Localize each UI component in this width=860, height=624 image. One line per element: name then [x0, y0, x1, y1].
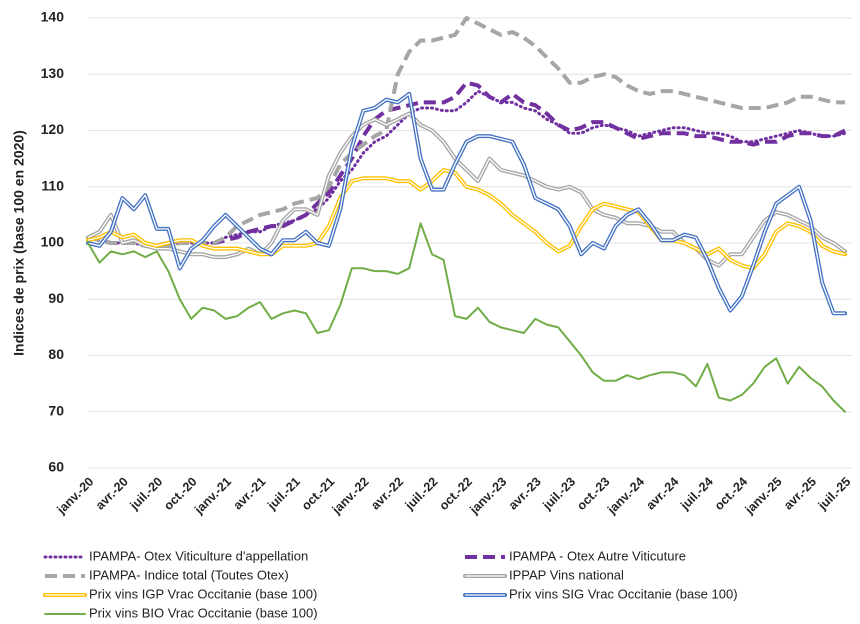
legend-label: IPPAP Vins national [509, 567, 624, 582]
y-tick-label: 100 [41, 234, 65, 250]
legend-label: IPAMPA- Indice total (Toutes Otex) [89, 567, 289, 582]
line-inner [87, 93, 845, 314]
x-tick-label: juil.-23 [540, 475, 579, 514]
x-tick-label: juil.-25 [815, 475, 854, 514]
series-line [87, 16, 845, 248]
y-axis-title: Indices de prix (base 100 en 2020) [11, 130, 27, 356]
y-tick-label: 60 [48, 459, 64, 475]
x-tick-label: janv.-23 [466, 475, 509, 518]
y-tick-label: 140 [41, 9, 65, 25]
x-tick-label: juil.-22 [402, 475, 441, 514]
x-tick-label: juil.-20 [127, 475, 166, 514]
x-tick-label: janv.-21 [191, 475, 234, 518]
x-tick-label: janv.-24 [604, 475, 647, 518]
line-inner [87, 169, 846, 269]
x-tick-label: janv.-25 [742, 475, 785, 518]
series-line [86, 91, 847, 316]
x-tick-label: avr.-24 [643, 475, 681, 513]
legend-label: Prix vins BIO Vrac Occitanie (base 100) [89, 605, 318, 620]
x-tick-label: avr.-25 [781, 475, 819, 513]
x-tick-label: juil.-24 [677, 475, 716, 514]
line-inner [87, 112, 846, 267]
series-line [86, 89, 847, 248]
x-tick-label: avr.-22 [368, 475, 406, 513]
x-tick-label: janv.-22 [329, 475, 372, 518]
legend-label: IPAMPA- Otex Viticulture d'appellation [89, 548, 308, 563]
x-tick-label: avr.-21 [231, 475, 269, 513]
legend-label: IPAMPA - Otex Autre Viticuture [509, 548, 686, 563]
y-tick-label: 80 [48, 346, 64, 362]
x-tick-label: juil.-21 [264, 475, 303, 514]
y-tick-label: 90 [48, 290, 64, 306]
y-tick-label: 120 [41, 121, 65, 137]
y-tick-label: 130 [41, 65, 65, 81]
y-tick-label: 110 [41, 177, 64, 193]
x-tick-label: janv.-20 [54, 475, 97, 518]
x-tick-label: avr.-23 [506, 475, 544, 513]
y-tick-label: 70 [48, 402, 64, 418]
series-line [87, 222, 846, 413]
legend-label: Prix vins IGP Vrac Occitanie (base 100) [89, 586, 317, 601]
x-tick-label: avr.-20 [93, 475, 131, 513]
legend-label: Prix vins SIG Vrac Occitanie (base 100) [509, 586, 738, 601]
